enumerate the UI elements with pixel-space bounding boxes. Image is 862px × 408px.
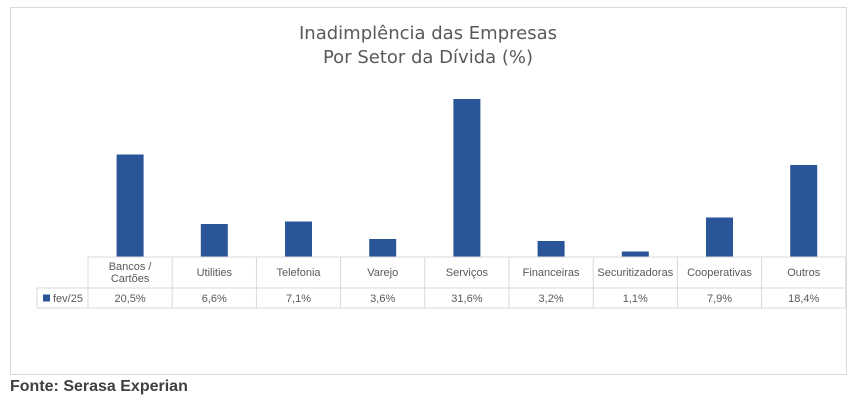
- bar: [116, 154, 144, 257]
- bar: [790, 165, 818, 257]
- data-label: 6,6%: [202, 293, 227, 305]
- data-label: 31,6%: [451, 293, 482, 305]
- category-label: Utilities: [197, 267, 233, 279]
- bar: [537, 241, 565, 257]
- bar: [453, 99, 481, 257]
- category-label: Securitizadoras: [597, 267, 673, 279]
- category-label: Outros: [787, 267, 821, 279]
- data-label: 18,4%: [788, 293, 819, 305]
- data-label: 20,5%: [114, 293, 145, 305]
- category-label: Financeiras: [523, 267, 580, 279]
- category-label: Cooperativas: [687, 267, 752, 279]
- legend-label: fev/25: [53, 293, 83, 305]
- chart-title-line-1: Inadimplência das Empresas: [298, 23, 558, 44]
- category-label: Varejo: [367, 267, 398, 279]
- data-label: 3,2%: [539, 293, 564, 305]
- chart-title-line-2: Por Setor da Dívida (%): [322, 47, 534, 68]
- source-note: Fonte: Serasa Experian: [10, 378, 188, 395]
- category-label: Telefonia: [276, 267, 321, 279]
- category-label: Bancos / Cartões: [109, 261, 153, 285]
- data-label: 7,9%: [707, 293, 732, 305]
- bar: [621, 251, 649, 257]
- category-label: Serviços: [446, 267, 489, 279]
- bar: [369, 239, 397, 257]
- legend-key: [43, 294, 50, 302]
- data-label: 7,1%: [286, 293, 311, 305]
- chart-title: Inadimplência das Empresas Por Setor da …: [0, 22, 856, 70]
- bar: [706, 217, 733, 257]
- bar: [285, 221, 312, 257]
- data-label: 1,1%: [623, 293, 648, 305]
- chart-frame: [10, 7, 847, 375]
- bar: [200, 224, 228, 257]
- data-label: 3,6%: [370, 293, 395, 305]
